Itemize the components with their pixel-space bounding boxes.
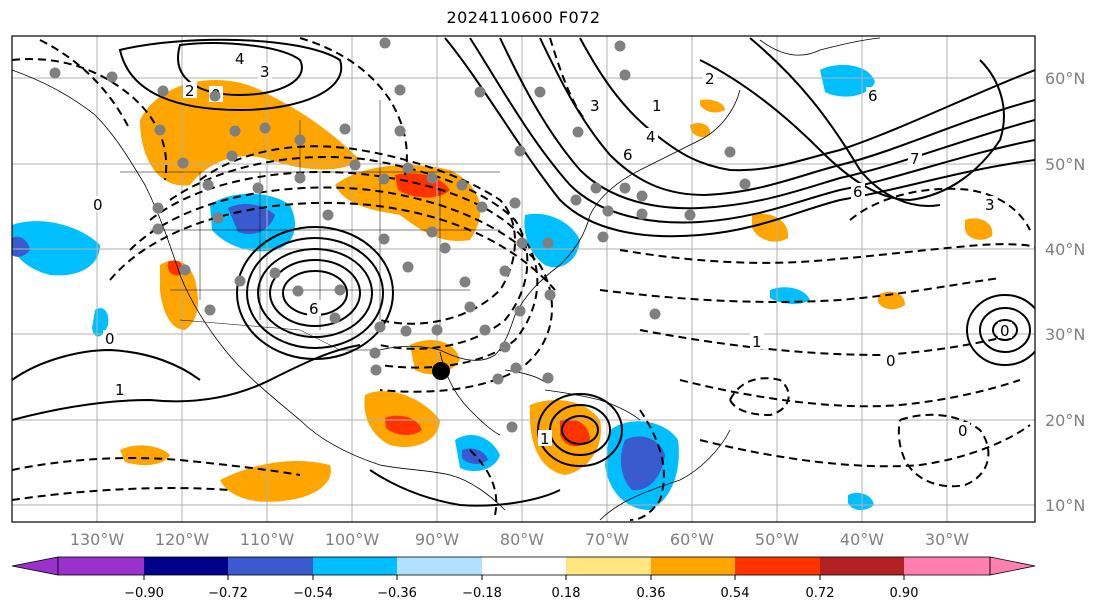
contour-label: 6 bbox=[623, 146, 633, 164]
contour-labels: 4 3 2 0 6 1 6 7 6 0 3 6 0 1 bbox=[91, 50, 1012, 448]
latitude-labels: 60°N 50°N 40°N 30°N 20°N 10°N bbox=[1045, 69, 1085, 515]
station-markers bbox=[49, 37, 751, 433]
lon-label: 100°W bbox=[325, 530, 380, 549]
longitude-labels: 130°W 120°W 110°W 100°W 90°W 80°W 70°W 6… bbox=[70, 530, 969, 549]
colorbar-tick-label: 0.54 bbox=[721, 586, 750, 601]
blue-region-atlantic-south2 bbox=[848, 492, 874, 511]
contour-label: 3 bbox=[985, 196, 995, 214]
lon-label: 120°W bbox=[155, 530, 210, 549]
blue-region-greenland bbox=[820, 64, 875, 97]
colorbar-tick-label: 0.72 bbox=[806, 586, 835, 601]
lon-label: 130°W bbox=[70, 530, 125, 549]
blue-region-baja bbox=[92, 308, 109, 337]
orange-region-mexico-west bbox=[160, 260, 198, 330]
orange-region-atlantic-2 bbox=[965, 218, 993, 240]
contour-label: 4 bbox=[646, 128, 656, 146]
contour-label: 0 bbox=[958, 422, 968, 440]
contour-label: 2 bbox=[185, 82, 195, 100]
contour-label: 3 bbox=[590, 97, 600, 115]
contour-label: 6 bbox=[853, 183, 863, 201]
darkblue-core-atlantic-south bbox=[620, 436, 665, 491]
orange-region-atlantic-3 bbox=[878, 291, 905, 310]
blue-region-atlantic-mid bbox=[770, 287, 810, 304]
red-core-mexico-south bbox=[385, 415, 422, 436]
colorbar-tick-label: −0.54 bbox=[293, 586, 333, 601]
orange-region-pacific-south bbox=[220, 460, 331, 502]
colorbar-tick-label: 0.18 bbox=[552, 586, 581, 601]
lat-label: 40°N bbox=[1045, 240, 1085, 259]
map-frame bbox=[11, 35, 1036, 523]
contour-label: 7 bbox=[910, 150, 920, 168]
lat-label: 20°N bbox=[1045, 411, 1085, 430]
colorbar-tick-label: 0.36 bbox=[637, 586, 666, 601]
lat-label: 30°N bbox=[1045, 325, 1085, 344]
colorbar-tick-label: −0.18 bbox=[462, 586, 502, 601]
contour-label: 1 bbox=[115, 381, 125, 399]
lon-label: 80°W bbox=[500, 530, 544, 549]
contour-label: 0 bbox=[1000, 322, 1010, 340]
orange-region-labrador bbox=[690, 123, 711, 137]
colorbar-extend-low bbox=[11, 556, 59, 576]
lon-label: 90°W bbox=[415, 530, 459, 549]
lat-label: 50°N bbox=[1045, 155, 1085, 174]
lon-label: 30°W bbox=[925, 530, 969, 549]
lon-label: 70°W bbox=[585, 530, 629, 549]
lon-label: 60°W bbox=[670, 530, 714, 549]
lat-label: 10°N bbox=[1045, 496, 1085, 515]
contour-label: 0 bbox=[886, 352, 896, 370]
contours-dashed bbox=[12, 37, 1035, 521]
contour-label: 2 bbox=[705, 70, 715, 88]
lon-label: 40°W bbox=[840, 530, 884, 549]
contour-label: 6 bbox=[309, 300, 319, 318]
contour-label: 3 bbox=[260, 63, 270, 81]
contour-label: 0 bbox=[105, 330, 115, 348]
orange-region-atlantic-1 bbox=[752, 213, 789, 242]
orange-region-pacific-small bbox=[120, 445, 170, 466]
contour-label: 1 bbox=[652, 97, 662, 115]
coastlines bbox=[12, 37, 881, 521]
colorbar-tick-label: −0.72 bbox=[208, 586, 248, 601]
map-title: 2024110600 F072 bbox=[446, 8, 601, 27]
orange-region-hudson bbox=[700, 99, 725, 113]
contour-label: 1 bbox=[540, 430, 550, 448]
colorbar-tick-label: −0.90 bbox=[124, 586, 164, 601]
colorbar: −0.90 −0.72 −0.54 −0.36 −0.18 0.18 0.36 … bbox=[11, 556, 1036, 601]
darkblue-core-pacific bbox=[12, 236, 30, 257]
contour-label: 0 bbox=[93, 196, 103, 214]
graticule bbox=[12, 36, 1035, 522]
colorbar-tick-label: −0.36 bbox=[377, 586, 417, 601]
black-point-marker bbox=[432, 362, 450, 380]
lon-label: 110°W bbox=[240, 530, 295, 549]
blue-region-pacific bbox=[12, 221, 100, 276]
colorbar-tick-label: 0.90 bbox=[890, 586, 919, 601]
lat-label: 60°N bbox=[1045, 69, 1085, 88]
contour-label: 6 bbox=[868, 87, 878, 105]
contour-label: 1 bbox=[752, 333, 762, 351]
lon-label: 50°W bbox=[755, 530, 799, 549]
colorbar-extend-high bbox=[989, 556, 1036, 576]
contour-label: 4 bbox=[235, 50, 245, 68]
